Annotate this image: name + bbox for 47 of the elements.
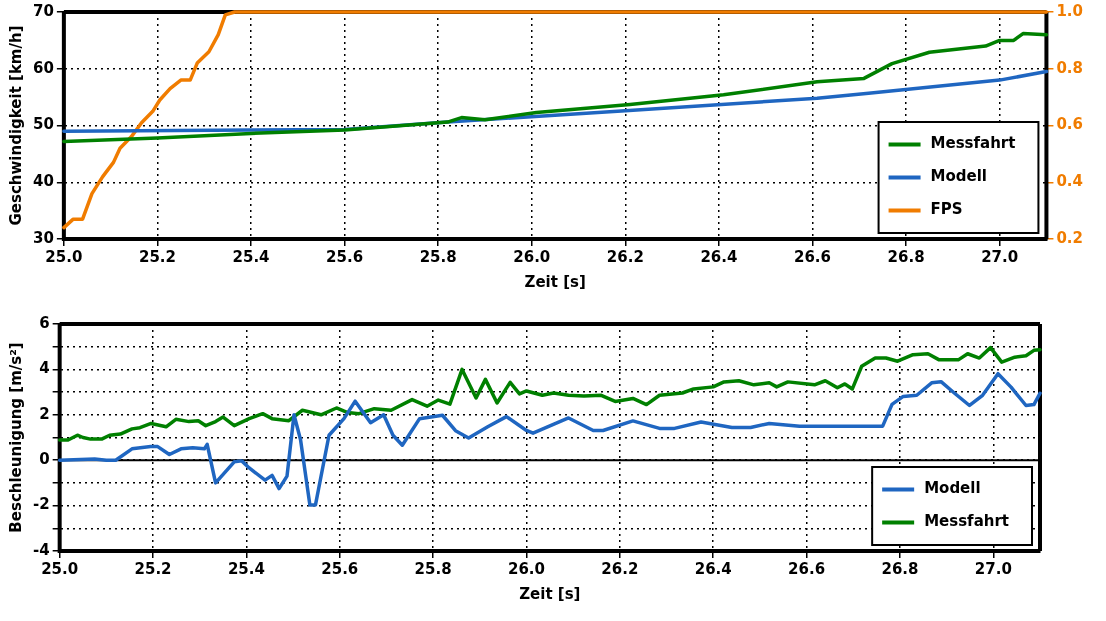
- x-tick-label: 26.8: [887, 247, 925, 266]
- x-tick-label: 26.0: [513, 247, 551, 266]
- y-tick-label: 6: [39, 313, 50, 332]
- legend-label: FPS: [930, 200, 963, 219]
- y-tick-label: 0: [39, 450, 50, 469]
- y-tick-label: 50: [33, 115, 54, 134]
- x-tick-label: 26.6: [788, 559, 826, 578]
- legend-label: Modell: [924, 479, 981, 498]
- x-tick-label: 25.2: [138, 247, 176, 266]
- legend-label: Messfahrt: [930, 134, 1016, 153]
- x-tick-label: 25.2: [134, 559, 172, 578]
- y2-tick-label: 0.8: [1056, 58, 1084, 77]
- x-tick-label: 25.4: [232, 247, 270, 266]
- x-tick-label: 25.8: [414, 559, 452, 578]
- x-tick-label: 26.4: [694, 559, 732, 578]
- x-tick-label: 26.4: [700, 247, 738, 266]
- x-tick-label: 25.8: [419, 247, 457, 266]
- x-tick-label: 26.0: [507, 559, 545, 578]
- y-tick-label: 70: [33, 1, 54, 20]
- x-tick-label: 27.0: [981, 247, 1019, 266]
- x-tick-label: 26.8: [881, 559, 919, 578]
- x-tick-label: 27.0: [974, 559, 1012, 578]
- y-tick-label: 4: [39, 359, 50, 378]
- y-tick-label: -2: [32, 495, 50, 514]
- y-tick-label: 30: [33, 228, 54, 247]
- legend-label: Modell: [930, 167, 988, 186]
- y-axis-title: Beschleunigung [m/s²]: [6, 342, 25, 533]
- x-tick-label: 25.0: [41, 559, 79, 578]
- x-tick-label: 25.6: [326, 247, 364, 266]
- x-tick-label: 26.6: [793, 247, 831, 266]
- x-tick-label: 26.2: [606, 247, 644, 266]
- x-tick-label: 25.4: [227, 559, 265, 578]
- y2-tick-label: 0.6: [1056, 115, 1084, 134]
- y-tick-label: -4: [32, 540, 50, 559]
- y-tick-label: 60: [33, 58, 54, 77]
- legend-label: Messfahrt: [924, 512, 1010, 531]
- y-tick-label: 2: [39, 404, 50, 423]
- x-axis-title: Zeit [s]: [519, 584, 581, 603]
- y-tick-label: 40: [33, 172, 54, 191]
- y2-tick-label: 1.0: [1056, 1, 1084, 20]
- y2-tick-label: 0.2: [1056, 228, 1084, 247]
- y2-tick-label: 0.4: [1056, 172, 1084, 191]
- x-tick-label: 26.2: [601, 559, 639, 578]
- x-tick-label: 25.6: [321, 559, 359, 578]
- x-axis-title: Zeit [s]: [524, 272, 586, 291]
- x-tick-label: 25.0: [45, 247, 83, 266]
- y-axis-title: Geschwindigkeit [km/h]: [6, 25, 25, 226]
